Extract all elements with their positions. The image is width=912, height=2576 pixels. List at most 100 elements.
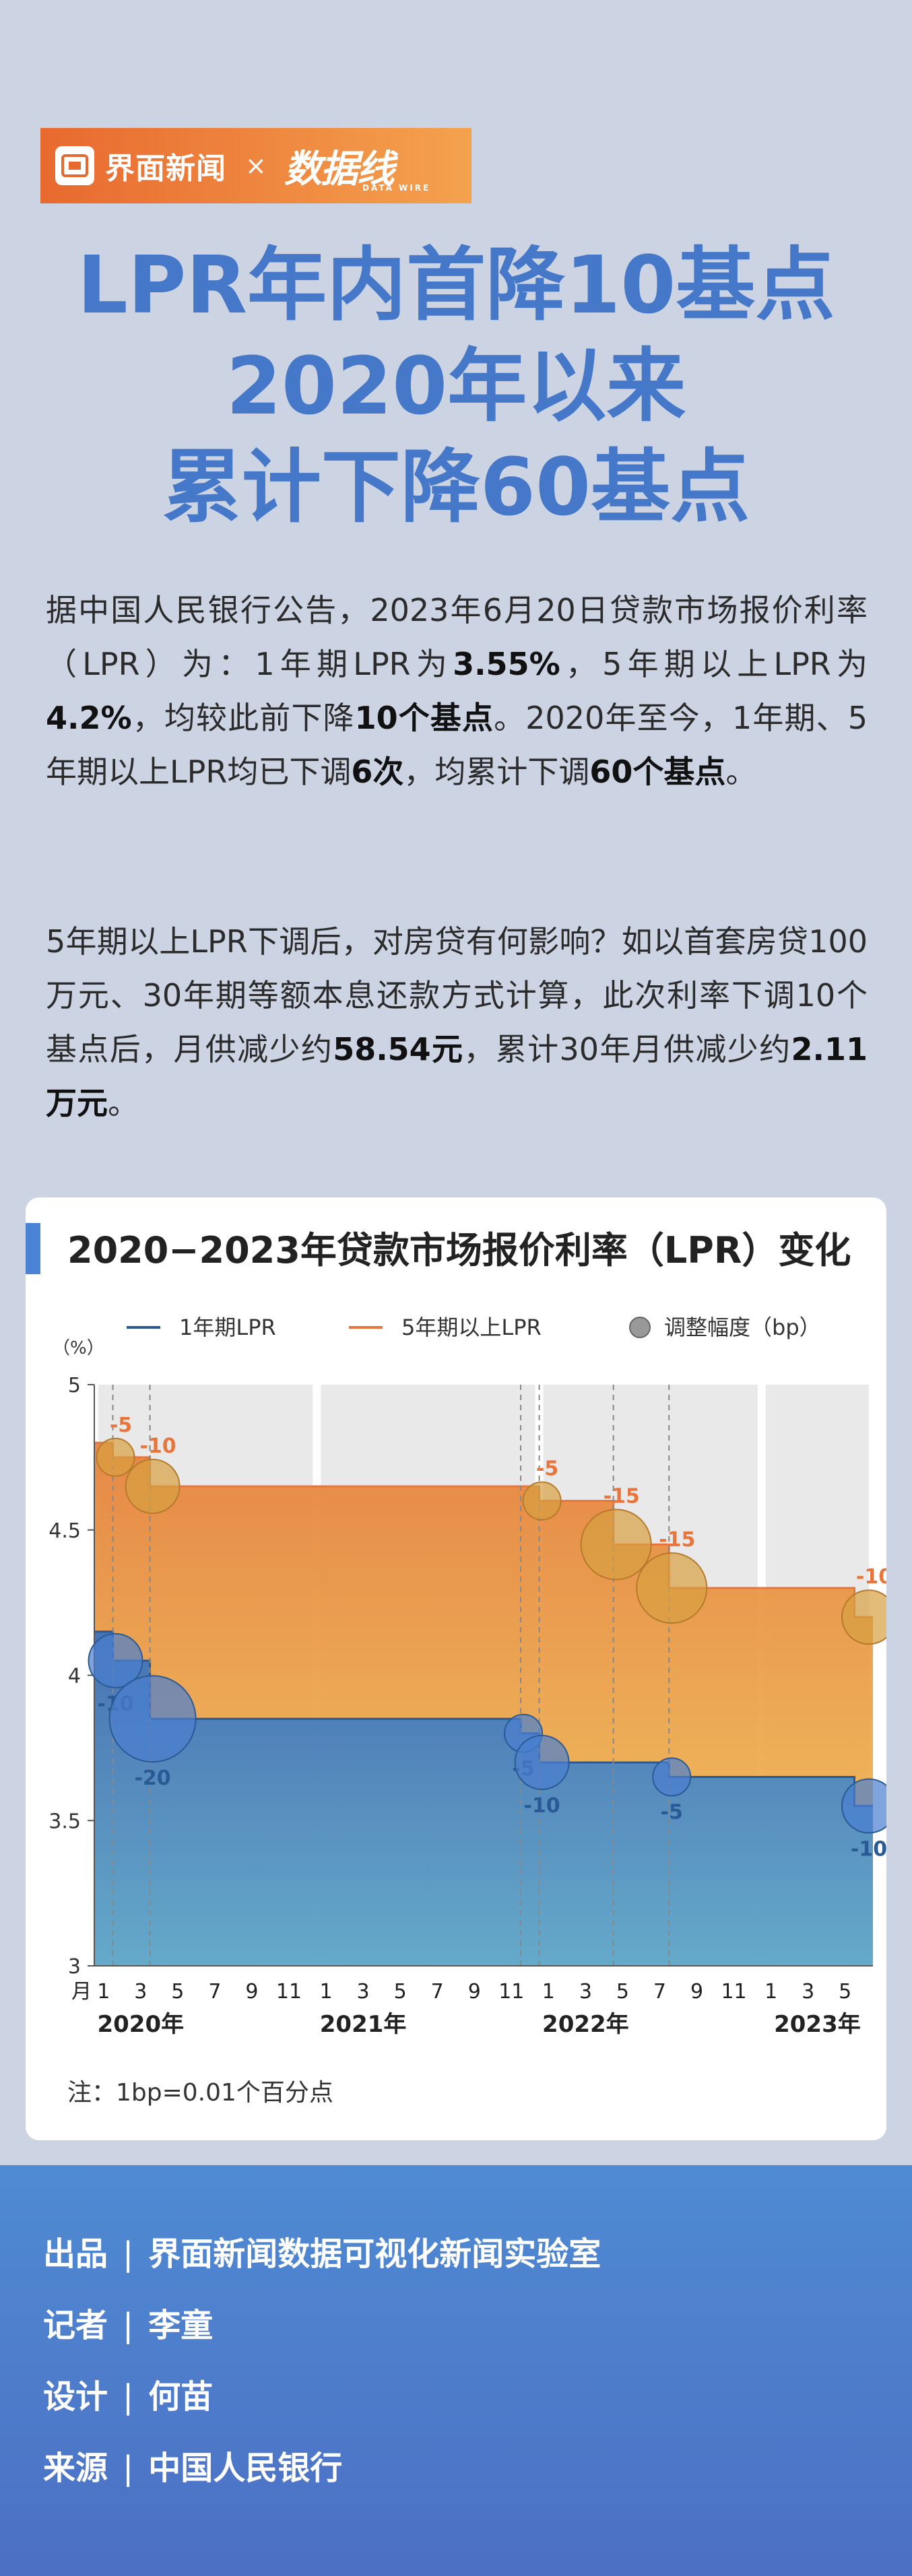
- headline: LPR年内首降10基点 2020年以来 累计下降60基点: [0, 234, 912, 537]
- brand-bar: 界面新闻 × 数据线 DATA WIRE: [40, 128, 471, 203]
- y-tick-label: 3.5: [48, 1810, 81, 1833]
- credit-label: 记者: [43, 2307, 108, 2344]
- bp-label: -10: [139, 1434, 176, 1458]
- x-tick-label: 1: [320, 1980, 333, 2004]
- adjustment-bubble: [125, 1459, 181, 1515]
- highlight-value: 58.54元: [333, 1031, 464, 1067]
- credit-value: 何苗: [148, 2378, 214, 2416]
- paragraph-text: 。2020年至今，1年期、5年期以上LPR均已下调: [46, 700, 868, 790]
- credit-source: 来源 | 中国人民银行: [43, 2441, 342, 2488]
- adjustment-bubble: [514, 1734, 570, 1790]
- x-tick-label: 11: [721, 1980, 746, 2004]
- highlight-value: 4.2%: [46, 700, 132, 736]
- brand-times: ×: [245, 151, 267, 180]
- credit-sep: |: [123, 2307, 134, 2344]
- x-year-label: 2023年: [774, 2011, 861, 2038]
- paragraph-text: ，均累计下调: [403, 754, 590, 790]
- highlight-value: 6次: [351, 754, 404, 790]
- x-tick-label: 9: [690, 1980, 703, 2004]
- adjustment-bubble: [580, 1509, 652, 1581]
- x-tick-label: 3: [134, 1980, 147, 2004]
- bp-label: -5: [110, 1414, 132, 1437]
- adjustment-bubble: [636, 1552, 708, 1624]
- highlight-value: 2.11万元: [46, 1031, 868, 1121]
- bp-label: -5: [661, 1801, 683, 1824]
- datawire-brand-name: 数据线: [284, 147, 395, 191]
- headline-line-2: 2020年以来: [226, 339, 686, 432]
- y-tick-label: 4: [68, 1665, 81, 1688]
- x-year-label: 2022年: [542, 2011, 629, 2038]
- legend-bubble-label: 调整幅度（bp）: [664, 1315, 821, 1340]
- credit-producer: 出品 | 界面新闻数据可视化新闻实验室: [43, 2227, 601, 2274]
- y-tick-label: 5: [68, 1374, 81, 1397]
- paragraph-text: ，累计30年月供减少约: [463, 1031, 791, 1067]
- x-tick-label: 5: [616, 1980, 629, 2004]
- footer: 出品 | 界面新闻数据可视化新闻实验室 记者 | 李童 设计 | 何苗 来源 | 中国人民银行: [0, 2165, 912, 2576]
- paragraph-text: ，均较此前下降: [131, 700, 355, 736]
- x-tick-label: 11: [276, 1980, 302, 2004]
- one-year-area: [94, 1631, 873, 1966]
- x-tick-label: 1: [97, 1980, 110, 2004]
- credit-label: 来源: [43, 2449, 108, 2487]
- adjustment-bubble: [88, 1632, 143, 1688]
- bp-label: -10: [856, 1565, 886, 1589]
- credit-label: 设计: [43, 2378, 108, 2416]
- x-tick-label: 3: [802, 1980, 814, 2004]
- x-tick-label: 5: [171, 1980, 184, 2004]
- paragraph-text: 据中国人民银行公告，2023年6月20日贷款市场报价利率（LPR）为：1年期LP…: [46, 592, 868, 682]
- x-tick-label: 5: [839, 1980, 851, 2004]
- chart-note: 注：1bp=0.01个百分点: [67, 2079, 333, 2107]
- y-tick-label: 4.5: [48, 1519, 81, 1543]
- x-tick-label: 7: [653, 1980, 666, 2004]
- x-tick-label: 9: [468, 1980, 481, 2004]
- legend-five-year-label: 5年期以上LPR: [401, 1315, 542, 1340]
- datawire-brand-sub: DATA WIRE: [362, 183, 431, 193]
- x-tick-label: 3: [357, 1980, 370, 2004]
- legend-bubble-swatch: [629, 1317, 651, 1338]
- y-axis-label: （%）: [53, 1338, 104, 1358]
- credit-sep: |: [123, 2235, 134, 2273]
- y-tick-label: 3: [68, 1955, 81, 1979]
- bp-label: -10: [523, 1794, 560, 1818]
- credit-value: 界面新闻数据可视化新闻实验室: [148, 2235, 601, 2273]
- headline-line-1: LPR年内首降10基点: [77, 238, 835, 331]
- paragraph-text: 。: [725, 754, 757, 790]
- chart-title: 2020−2023年贷款市场报价利率（LPR）变化: [67, 1229, 851, 1272]
- x-tick-label: 1: [542, 1980, 555, 2004]
- paragraph-text: 。: [108, 1085, 139, 1121]
- adjustment-bubble: [841, 1589, 886, 1645]
- x-tick-label: 7: [208, 1980, 221, 2004]
- adjustment-bubble: [96, 1437, 135, 1477]
- mortgage-paragraph: 5年期以上LPR下调后，对房贷有何影响？如以首套房贷100万元、30年期等额本息…: [46, 915, 868, 1130]
- card-accent: [26, 1223, 40, 1274]
- highlight-value: 3.55%: [453, 646, 560, 682]
- bp-label: -15: [604, 1484, 640, 1508]
- x-axis-prefix: 月: [71, 1980, 92, 2004]
- jiemian-brand-name: 界面新闻: [105, 152, 226, 186]
- bp-label: -5: [536, 1457, 558, 1481]
- headline-line-3: 累计下降60基点: [162, 440, 750, 533]
- adjustment-bubble: [108, 1675, 197, 1763]
- credit-reporter: 记者 | 李童: [43, 2299, 213, 2346]
- bp-label: -15: [659, 1528, 695, 1552]
- credit-sep: |: [123, 2378, 134, 2416]
- paragraph-text: 5年期以上LPR下调后，对房贷有何影响？如以首套房贷100万元、30年期等额本息…: [46, 923, 868, 1067]
- credit-sep: |: [123, 2449, 134, 2487]
- x-tick-label: 11: [498, 1980, 524, 2004]
- x-tick-label: 5: [394, 1980, 407, 2004]
- highlight-value: 60个基点: [589, 754, 726, 790]
- credit-label: 出品: [43, 2235, 108, 2273]
- x-tick-label: 9: [245, 1980, 258, 2004]
- adjustment-bubble: [841, 1778, 886, 1834]
- adjustment-bubble: [522, 1481, 562, 1521]
- x-tick-label: 3: [579, 1980, 592, 2004]
- intro-paragraph: 据中国人民银行公告，2023年6月20日贷款市场报价利率（LPR）为：1年期LP…: [46, 583, 868, 799]
- highlight-value: 10个基点: [354, 700, 494, 736]
- bp-label: -10: [851, 1838, 886, 1861]
- adjustment-bubble: [652, 1757, 692, 1797]
- x-year-label: 2020年: [97, 2011, 184, 2038]
- chart-card: 2020−2023年贷款市场报价利率（LPR）变化 3 3.5 4 4.5 5 （%）月 1…: [26, 1197, 886, 2140]
- credit-value: 中国人民银行: [148, 2449, 343, 2487]
- jiemian-logo-icon: [55, 146, 94, 185]
